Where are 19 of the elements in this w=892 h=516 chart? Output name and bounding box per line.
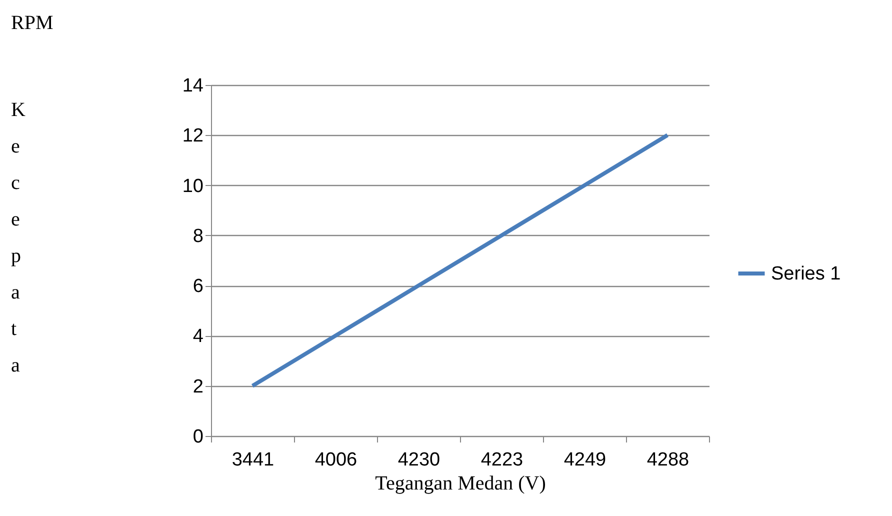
text: RPM <box>11 12 54 34</box>
x-tick-label: 3441 <box>232 450 274 470</box>
y-tick-label: 10 <box>182 176 204 197</box>
x-tick-label: 4288 <box>646 450 690 470</box>
x-tick-label: 4006 <box>314 450 358 470</box>
x-tick-label: 4230 <box>398 450 440 470</box>
text: Kecepata <box>11 99 26 376</box>
y-tick-label: 8 <box>192 226 204 247</box>
legend-label: Series 1 <box>771 264 841 284</box>
line-series <box>250 133 670 388</box>
x-tick-label: 4223 <box>480 450 524 470</box>
y-tick-label: 0 <box>192 426 204 448</box>
x-tick-label: 4249 <box>564 450 606 470</box>
y-tick-label: 14 <box>182 76 204 96</box>
y-tick-label: 4 <box>192 326 204 348</box>
y-tick-label: 2 <box>192 376 204 398</box>
x-axis-title: Tegangan Medan (V) <box>375 472 546 494</box>
y-tick-label: 12 <box>182 126 204 147</box>
y-tick-label: 6 <box>192 276 204 298</box>
